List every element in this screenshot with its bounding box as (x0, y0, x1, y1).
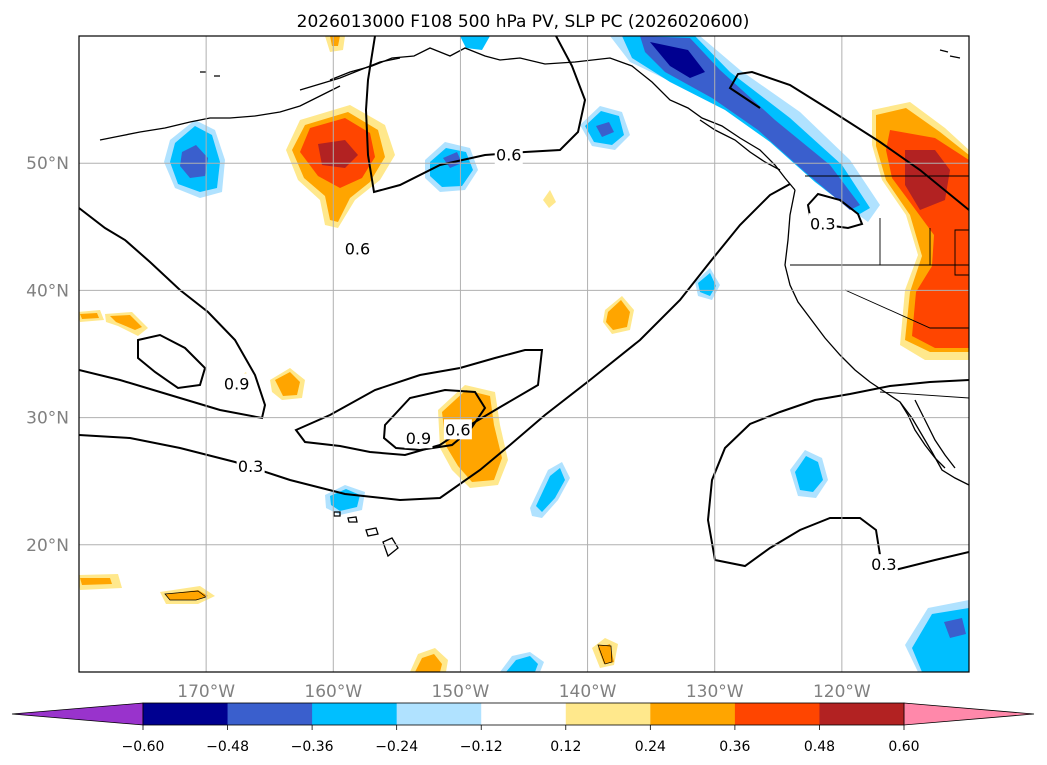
contour-label-bg (236, 456, 265, 477)
hawaii-island (365, 527, 379, 537)
contour-label: 0.6 (445, 420, 470, 439)
colorbar-bin (312, 703, 398, 725)
pv-positive-small-patch (110, 315, 142, 330)
colorbar-tick-label: 0.12 (550, 739, 581, 755)
pv-positive-top-fragment-core (330, 36, 340, 46)
pv-positive-east-rockies (872, 102, 969, 360)
colorbar-bin (227, 703, 313, 725)
pv-negative-127w-24n (790, 450, 828, 498)
colorbar-under-extend (11, 702, 144, 726)
colorbar-bin (734, 703, 820, 725)
colorbar-tick-label: 0.24 (635, 739, 666, 755)
colorbar-bin (650, 703, 736, 725)
pv-positive-small-patch (80, 578, 112, 585)
pv-negative-top-fragment (460, 36, 490, 50)
coastlines (99, 47, 969, 558)
contour-label: 0.9 (224, 375, 249, 394)
pv-negative-small-patch (506, 656, 538, 672)
state-border (879, 391, 969, 399)
state-border (954, 229, 969, 276)
political-borders (790, 175, 969, 399)
coastline-us-west (784, 189, 969, 486)
coastline-alaska-inner (299, 57, 401, 91)
pv-positive-core-patch (164, 590, 207, 601)
colorbar-frame (142, 702, 905, 726)
coastline-aleutians (99, 85, 341, 141)
contour-label: 0.3 (810, 214, 835, 233)
contour-0.6-west (79, 207, 267, 420)
contour-label-bg (222, 373, 251, 394)
contour-0.6-center (294, 349, 544, 457)
lat-tick-label: 30°N (26, 409, 69, 429)
hawaii-island (382, 537, 399, 558)
contour-label: 0.9 (406, 429, 431, 448)
lon-tick-label: 150°W (432, 682, 490, 702)
contour-labels: 0.6 0.6 0.9 0.9 0.6 0.3 0.3 0.3 (222, 144, 898, 575)
coastline-baja (899, 401, 946, 469)
colorbar-tick-label: 0.60 (888, 739, 919, 755)
contour-label-bg (494, 144, 523, 165)
contour-label: 0.6 (345, 240, 370, 259)
gridlines (79, 36, 969, 672)
lat-tick-label: 40°N (26, 281, 69, 301)
pv-negative-150w-50n (425, 142, 478, 192)
colorbar-tick-label: −0.36 (291, 739, 334, 755)
colorbar-bin (819, 703, 905, 725)
map-content: 0.6 0.6 0.9 0.9 0.6 0.3 0.3 0.3 (79, 36, 969, 672)
contour-label-bg (869, 554, 898, 575)
colorbar: −0.60 −0.48 −0.36 −0.24 −0.12 0.12 0.24 0.36 0.4… (11, 702, 1035, 755)
lon-tick-label: 170°W (177, 682, 235, 702)
colorbar-bin (481, 703, 567, 725)
figure-title: 2026013000 F108 500 hPa PV, SLP PC (2026… (297, 12, 750, 32)
pv-positive-small-patch (543, 190, 556, 208)
colorbar-tick-label: −0.24 (375, 739, 418, 755)
pv-positive-small-patch (275, 372, 300, 396)
lon-tick-label: 120°W (813, 682, 871, 702)
lon-tick-label: 160°W (304, 682, 362, 702)
contour-0.3-northeast (728, 70, 969, 211)
pv-negative-115w-13n (905, 600, 969, 672)
lat-tick-label: 50°N (26, 154, 69, 174)
pv-negative-140w-52n (580, 106, 630, 150)
colorbar-tick-label: −0.48 (206, 739, 249, 755)
hawaii-island (333, 511, 341, 517)
north-islands (200, 49, 961, 77)
contour-label-bg (404, 428, 433, 449)
colorbar-bin (565, 703, 651, 725)
contour-0.9-west (137, 333, 207, 390)
map-frame (78, 35, 970, 673)
colorbar-over-extend (903, 702, 1035, 726)
lat-tick-label: 20°N (26, 536, 69, 556)
colorbar-tick-label: −0.60 (122, 739, 165, 755)
contour-label: 0.3 (238, 457, 263, 476)
colorbar-tick-label: 0.48 (804, 739, 835, 755)
coastline-alaska (329, 47, 796, 191)
contour-label: 0.3 (871, 555, 896, 574)
pv-shading (79, 36, 969, 672)
pv-negative-145w-25n (530, 462, 570, 518)
pv-negative-170w-50n (164, 120, 225, 198)
contour-label-bg (343, 238, 372, 259)
contour-label: 0.6 (496, 146, 521, 165)
pv-positive-core-patch (597, 644, 613, 665)
colorbar-bin (143, 703, 229, 725)
contour-0.6-north (364, 36, 587, 194)
pv-negative-band-nw (610, 36, 880, 222)
pv-positive-small-patch (80, 313, 99, 319)
colorbar-tick-label: 0.36 (719, 739, 750, 755)
pv-positive-small-patch (415, 654, 442, 672)
lon-tick-label: 140°W (559, 682, 617, 702)
contour-label-bg (443, 419, 472, 440)
axis-ticks: 170°W 160°W 150°W 140°W 130°W 120°W 50°N 40°N 30… (26, 154, 871, 702)
coastline-baja-inner (914, 399, 956, 469)
pv-positive-small-patch (606, 300, 630, 330)
colorbar-bin (396, 703, 482, 725)
colorbar-tick-label: −0.12 (460, 739, 503, 755)
state-border (844, 289, 969, 329)
hawaii-island (347, 516, 358, 523)
lon-tick-label: 130°W (686, 682, 744, 702)
contour-label-bg (808, 213, 837, 234)
